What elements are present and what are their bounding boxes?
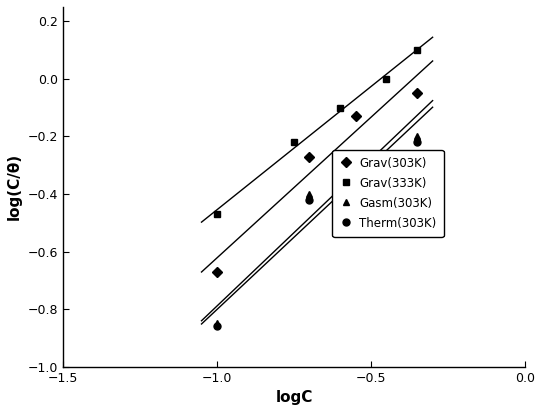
Gasm(303K) (306, 192, 313, 197)
Grav(333K) (414, 48, 421, 53)
Grav(303K) (352, 114, 359, 119)
Therm(303K) (414, 140, 421, 145)
Line: Grav(303K): Grav(303K) (214, 90, 421, 275)
Gasm(303K) (214, 321, 220, 326)
Grav(303K) (306, 154, 313, 159)
Grav(333K) (291, 140, 297, 145)
Grav(333K) (383, 76, 390, 81)
Line: Gasm(303K): Gasm(303K) (214, 133, 421, 327)
X-axis label: logC: logC (275, 390, 313, 405)
Legend: Grav(303K), Grav(333K), Gasm(303K), Therm(303K): Grav(303K), Grav(333K), Gasm(303K), Ther… (332, 150, 444, 237)
Line: Therm(303K): Therm(303K) (214, 139, 421, 330)
Line: Grav(333K): Grav(333K) (214, 47, 421, 218)
Gasm(303K) (414, 134, 421, 139)
Therm(303K) (306, 197, 313, 202)
Grav(303K) (214, 269, 220, 274)
Grav(333K) (214, 212, 220, 217)
Grav(303K) (414, 91, 421, 96)
Gasm(303K) (352, 157, 359, 162)
Therm(303K) (352, 163, 359, 168)
Y-axis label: log(C/θ): log(C/θ) (7, 153, 22, 220)
Therm(303K) (214, 324, 220, 329)
Grav(333K) (337, 105, 344, 110)
